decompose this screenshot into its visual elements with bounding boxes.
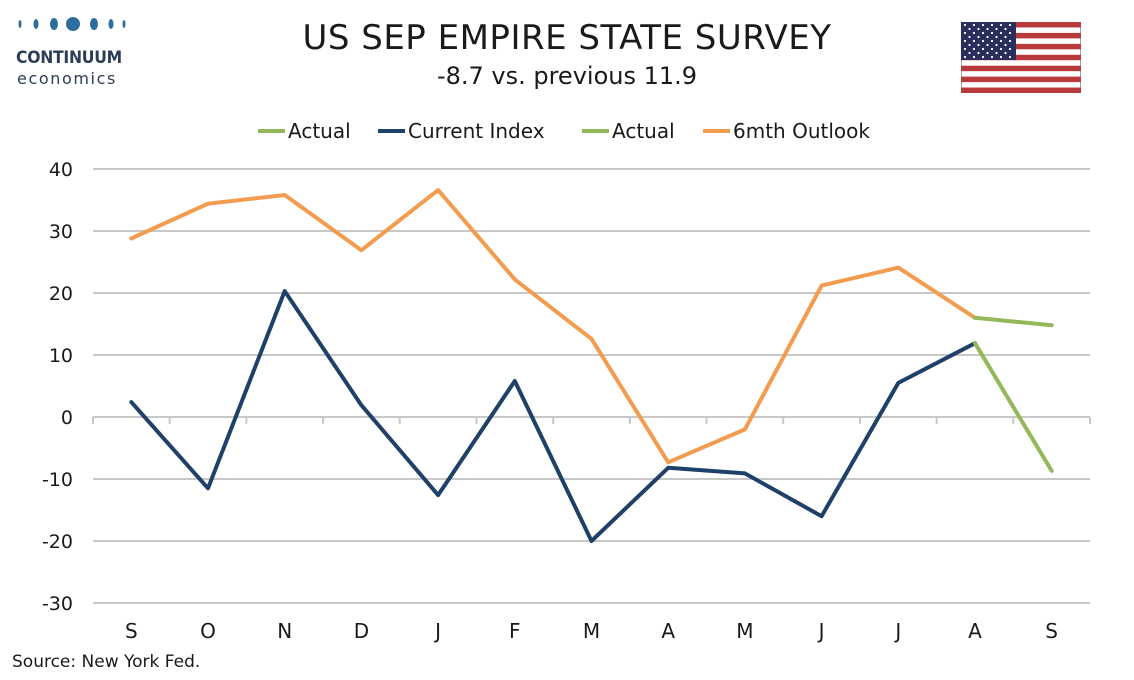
x-tick-label: J: [433, 619, 441, 643]
x-tick-label: O: [200, 619, 216, 643]
x-tick-label: S: [1045, 619, 1058, 643]
x-tick-label: S: [125, 619, 138, 643]
logo-dots-icon: [18, 17, 126, 31]
x-tick-label: A: [968, 619, 982, 643]
y-tick-label: 0: [61, 407, 73, 429]
y-tick-label: 40: [49, 159, 73, 181]
y-tick-label: 20: [49, 283, 73, 305]
us-flag-icon: [961, 22, 1081, 93]
x-tick-label: D: [354, 619, 369, 643]
x-tick-label: M: [736, 619, 753, 643]
series-line-3: [129, 188, 977, 465]
legend-label: 6mth Outlook: [733, 119, 870, 143]
chart-subtitle: -8.7 vs. previous 11.9: [436, 62, 698, 90]
y-tick-label: -10: [42, 469, 73, 491]
legend-label: Current Index: [408, 119, 545, 143]
y-tick-label: -30: [42, 593, 73, 615]
y-tick-label: 10: [49, 345, 73, 367]
x-tick-label: J: [817, 619, 825, 643]
y-tick-label: -20: [42, 531, 73, 553]
series-line-2: [973, 315, 1054, 328]
chart-title: US SEP EMPIRE STATE SURVEY: [302, 18, 832, 58]
brand-tagline: economics: [17, 69, 117, 88]
x-tick-label: M: [583, 619, 600, 643]
x-tick-label: N: [277, 619, 292, 643]
x-tick-label: A: [661, 619, 675, 643]
y-tick-label: 30: [49, 221, 73, 243]
x-tick-label: F: [509, 619, 521, 643]
series-line-1: [129, 289, 977, 543]
legend-label: Actual: [288, 119, 351, 143]
source-note: Source: New York Fed.: [12, 652, 201, 672]
brand-logo: CONTINUUM economics: [14, 14, 144, 88]
x-tick-label: J: [893, 619, 901, 643]
legend-label: Actual: [612, 119, 675, 143]
brand-name: CONTINUUM: [16, 48, 122, 68]
series-line-0: [973, 341, 1054, 473]
